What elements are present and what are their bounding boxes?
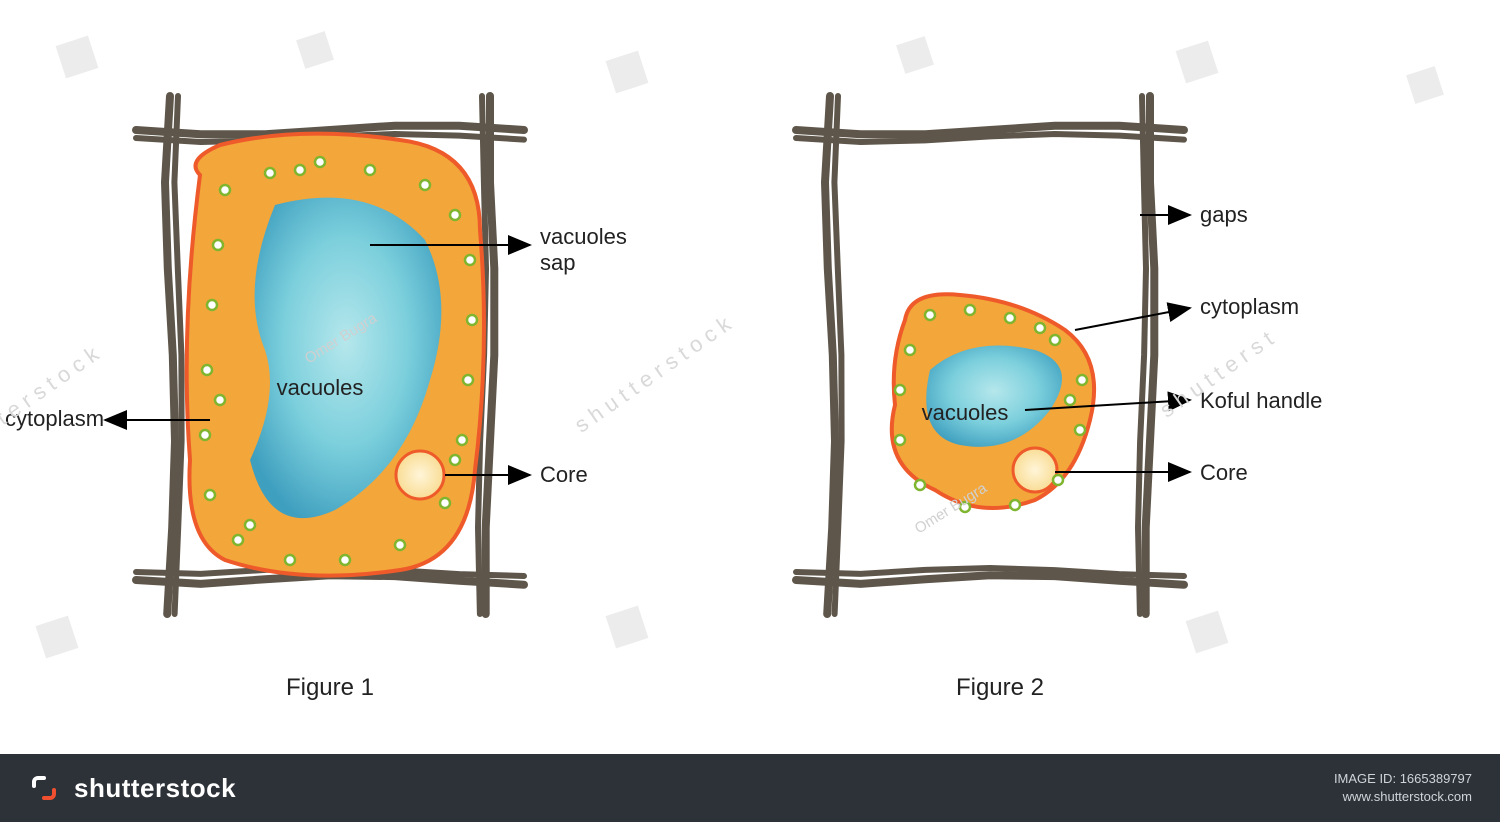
svg-text:vacuoles: vacuoles bbox=[277, 375, 364, 400]
diagram-stage: utterstock shutterstock shutterst Omer B… bbox=[0, 0, 1500, 822]
diagram-svg: vacuolesvacuolessapcytoplasmCoreFigure 1… bbox=[0, 0, 1500, 754]
figure-1: vacuolesvacuolessapcytoplasmCoreFigure 1 bbox=[5, 96, 627, 701]
footer-site: www.shutterstock.com bbox=[1334, 788, 1472, 806]
svg-text:Core: Core bbox=[1200, 460, 1248, 485]
svg-text:Figure 2: Figure 2 bbox=[956, 674, 1044, 701]
figure-2: vacuoles gaps cytoplasm Koful handle Core Fig… bbox=[796, 96, 1322, 701]
svg-text:Figure 1: Figure 1 bbox=[286, 674, 374, 701]
svg-text:vacuoles: vacuoles bbox=[922, 400, 1009, 425]
svg-text:Core: Core bbox=[540, 462, 588, 487]
footer-meta: IMAGE ID: 1665389797 www.shutterstock.co… bbox=[1334, 770, 1472, 806]
image-id-label: IMAGE ID: bbox=[1334, 771, 1396, 786]
svg-text:cytoplasm: cytoplasm bbox=[5, 406, 104, 431]
svg-text:cytoplasm: cytoplasm bbox=[1200, 294, 1299, 319]
stock-footer: shutterstock IMAGE ID: 1665389797 www.sh… bbox=[0, 754, 1500, 822]
svg-text:sap: sap bbox=[540, 250, 575, 275]
shutterstock-logo-icon bbox=[28, 772, 60, 804]
image-id-value: 1665389797 bbox=[1400, 771, 1472, 786]
svg-text:vacuoles: vacuoles bbox=[540, 224, 627, 249]
footer-brand-name: shutterstock bbox=[74, 773, 236, 804]
footer-brand: shutterstock bbox=[28, 772, 236, 804]
svg-text:gaps: gaps bbox=[1200, 202, 1248, 227]
svg-text:Koful handle: Koful handle bbox=[1200, 388, 1322, 413]
